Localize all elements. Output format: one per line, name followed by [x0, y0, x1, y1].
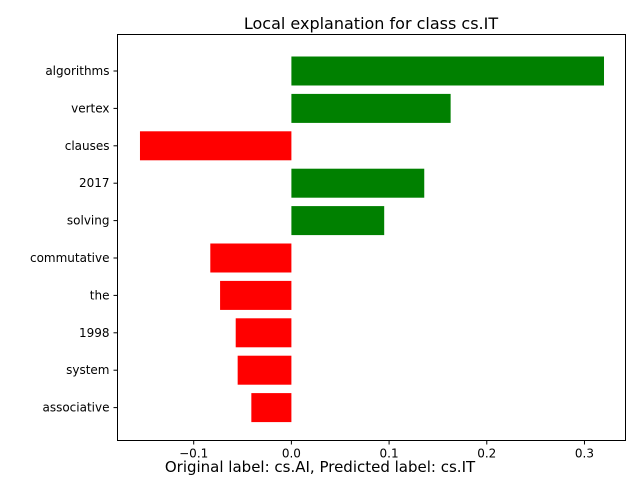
- y-tick-label: solving: [67, 214, 110, 228]
- x-tick-label: 0.2: [477, 447, 496, 461]
- plot-area-frame: [117, 34, 626, 441]
- x-tick-label: 0.1: [380, 447, 399, 461]
- bars-layer: [139, 56, 605, 423]
- y-tick-label: algorithms: [45, 64, 109, 78]
- x-tick-label: 0.3: [575, 447, 594, 461]
- bar-algorithms: [291, 56, 605, 86]
- x-axis: −0.1 0.0 0.1 0.2 0.3: [179, 440, 594, 461]
- bar-vertex: [291, 93, 451, 123]
- x-tick-label: 0.0: [282, 447, 301, 461]
- bar-1998: [235, 318, 292, 348]
- caption: Original label: cs.AI, Predicted label: …: [0, 458, 640, 476]
- y-tick-label: associative: [42, 401, 109, 415]
- y-tick-label: vertex: [71, 101, 109, 115]
- y-tick-label: 1998: [79, 326, 110, 340]
- bar-commutative: [210, 243, 292, 273]
- y-tick-label: commutative: [30, 251, 110, 265]
- y-tick-label: the: [90, 288, 110, 302]
- y-tick-label: clauses: [65, 139, 110, 153]
- chart-title: Local explanation for class cs.IT: [244, 14, 499, 33]
- bar-associative: [251, 393, 292, 423]
- bar-clauses: [139, 131, 292, 161]
- y-tick-label: 2017: [79, 176, 110, 190]
- bar-solving: [291, 206, 385, 236]
- bar-system: [237, 355, 292, 385]
- bar-the: [220, 280, 292, 310]
- bar-2017: [291, 168, 425, 198]
- y-axis: algorithms vertex clauses 2017 solving commut…: [30, 64, 118, 415]
- caption-text: Original label: cs.AI, Predicted label: …: [164, 458, 476, 476]
- y-tick-label: system: [66, 363, 109, 377]
- x-tick-label: −0.1: [179, 447, 208, 461]
